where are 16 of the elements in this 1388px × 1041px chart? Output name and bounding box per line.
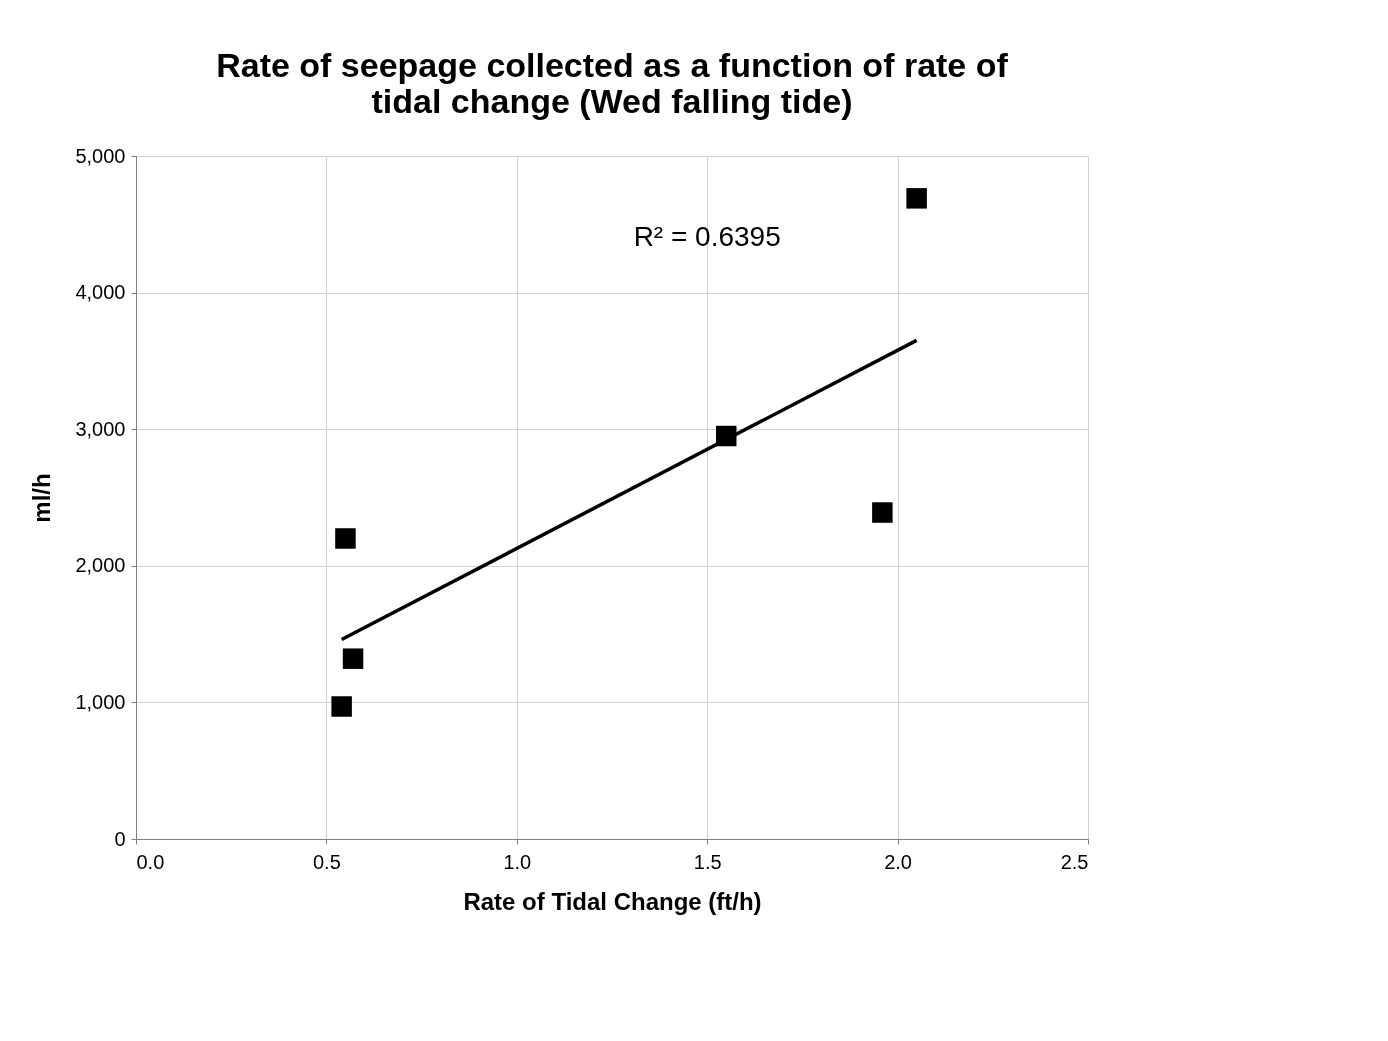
annotation: R² = 0.6395	[633, 220, 781, 252]
text: Rate of seepage collected as a function of rate of	[216, 46, 1008, 84]
x-tick-label: 1.0	[503, 850, 532, 873]
y-tick-label: 0	[114, 827, 126, 850]
y-axis-title: ml/h	[28, 473, 56, 523]
y-tick-label: 5,000	[75, 144, 126, 167]
x-tick-label: 0.0	[136, 850, 165, 873]
y-tick-label: 2,000	[75, 554, 126, 577]
x-tick-label: 2.0	[884, 850, 913, 873]
y-tick-label: 1,000	[75, 690, 126, 713]
x-axis-title: Rate of Tidal Change (ft/h)	[463, 887, 762, 915]
x-tick-label: 0.5	[312, 850, 341, 873]
x-tick-label: 1.5	[693, 850, 722, 873]
x-tick-label: 2.5	[1060, 850, 1089, 873]
y-tick-label: 4,000	[75, 281, 126, 304]
y-tick-label: 3,000	[75, 417, 126, 440]
